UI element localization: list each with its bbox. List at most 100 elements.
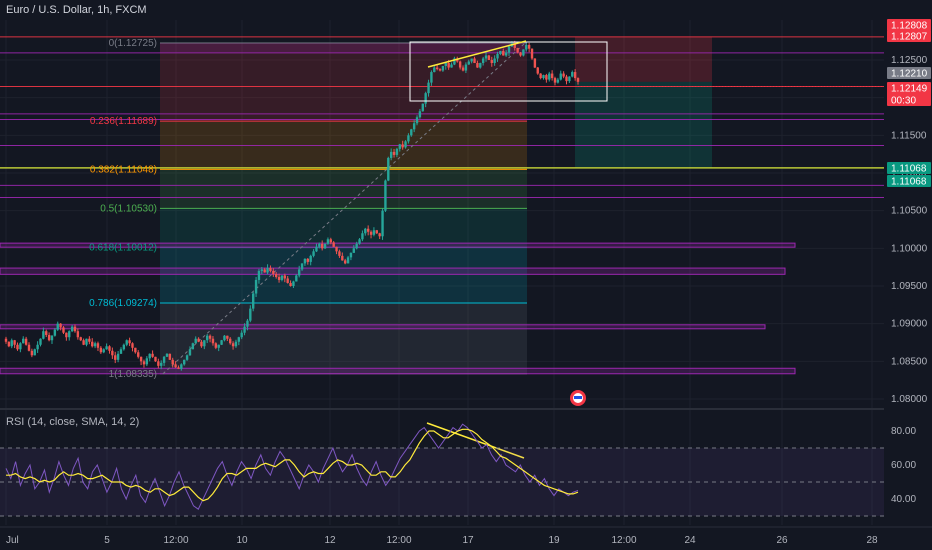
candle-down <box>13 340 16 345</box>
candle-up <box>266 267 269 273</box>
candle-up <box>254 279 258 294</box>
price-tag <box>887 162 931 174</box>
candle-up <box>33 349 36 356</box>
candle-up <box>85 338 88 345</box>
candle-down <box>27 344 31 351</box>
candle-down <box>476 63 479 68</box>
candle-up <box>427 82 430 94</box>
candles <box>4 40 884 371</box>
candle-up <box>303 258 307 264</box>
candle-up <box>257 270 261 280</box>
candle-up <box>102 349 105 353</box>
rsi-tick-label: 60.00 <box>891 460 916 471</box>
price-tick-label: 1.10000 <box>891 243 928 254</box>
time-axis-bg <box>0 527 932 550</box>
candle-up <box>292 281 295 286</box>
candle-down <box>490 60 493 64</box>
rsi-line <box>5 423 579 510</box>
candle-up <box>36 344 39 350</box>
candle-up <box>358 239 361 244</box>
candle-up <box>568 76 571 82</box>
candle-up <box>418 111 422 118</box>
candle-down <box>128 340 131 344</box>
price-tag <box>887 82 931 106</box>
candle-down <box>562 73 565 77</box>
candle-down <box>96 343 100 348</box>
candle-up <box>194 338 197 344</box>
candle-up <box>559 73 562 80</box>
candle-down <box>82 340 85 345</box>
candle-up <box>300 263 304 270</box>
candle-up <box>243 326 246 333</box>
grid <box>0 20 932 525</box>
price-tag <box>887 175 931 187</box>
rsi-tick-label: 40.00 <box>891 494 916 505</box>
candle-down <box>401 144 404 148</box>
candle-down <box>226 335 229 339</box>
price-tick-label: 1.10500 <box>891 206 928 217</box>
candle-down <box>283 275 287 279</box>
candle-down <box>111 350 114 356</box>
price-tick-label: 1.12500 <box>891 55 928 66</box>
candle-down <box>378 233 381 237</box>
candle-up <box>412 123 416 130</box>
candle-down <box>320 243 324 249</box>
candle-up <box>496 53 499 59</box>
candle-down <box>263 269 266 273</box>
fib-zone <box>160 208 527 248</box>
candle-up <box>119 349 123 354</box>
candle-up <box>39 338 42 345</box>
candle-up <box>105 346 108 350</box>
time-tick-label: 12:00 <box>611 535 636 546</box>
candle-up <box>571 72 574 77</box>
candle-up <box>323 243 327 249</box>
candle-up <box>352 248 355 253</box>
candle-down <box>139 356 143 362</box>
time-tick-label: 10 <box>236 535 248 546</box>
candle-up <box>389 151 393 158</box>
candle-up <box>203 340 206 347</box>
time-tick-label: 17 <box>462 535 474 546</box>
candle-up <box>280 275 284 280</box>
candle-up <box>381 210 384 237</box>
candle-up <box>556 79 560 83</box>
candle-down <box>435 67 439 70</box>
candle-down <box>332 242 335 247</box>
position-stop-zone <box>575 36 712 82</box>
horizontal-lines <box>0 36 884 375</box>
candle-down <box>108 346 111 351</box>
candle-down <box>73 326 77 332</box>
candle-down <box>272 270 275 274</box>
candle-up <box>395 148 399 155</box>
candle-up <box>387 157 390 181</box>
candle-down <box>447 63 450 68</box>
candle-up <box>326 239 330 244</box>
candle-down <box>137 352 140 357</box>
candle-up <box>346 257 350 264</box>
candle-down <box>157 361 160 366</box>
candle-down <box>530 48 534 59</box>
fib-label: 0.618(1.10012) <box>89 242 157 253</box>
price-tick-label: 1.09500 <box>891 281 928 292</box>
price-tag-label: 1.11068 <box>891 164 927 175</box>
candle-up <box>220 340 223 345</box>
price-tag <box>887 19 931 31</box>
candle-down <box>576 78 580 82</box>
candle-up <box>68 331 71 338</box>
candle-down <box>171 359 174 365</box>
candle-up <box>522 49 525 56</box>
candle-up <box>398 144 401 149</box>
candle-down <box>289 282 292 286</box>
candle-down <box>502 50 505 56</box>
price-tick-label: 1.08000 <box>891 394 928 405</box>
candle-up <box>421 103 424 112</box>
candle-up <box>237 337 241 342</box>
candle-up <box>424 93 427 104</box>
time-axis: Jul 5 12:00 10 12 12:00 17 19 12:00 24 26 28 <box>0 526 932 550</box>
candle-up <box>19 343 22 350</box>
candle-up <box>467 61 470 65</box>
candle-down <box>62 327 65 333</box>
candle-down <box>539 73 542 79</box>
